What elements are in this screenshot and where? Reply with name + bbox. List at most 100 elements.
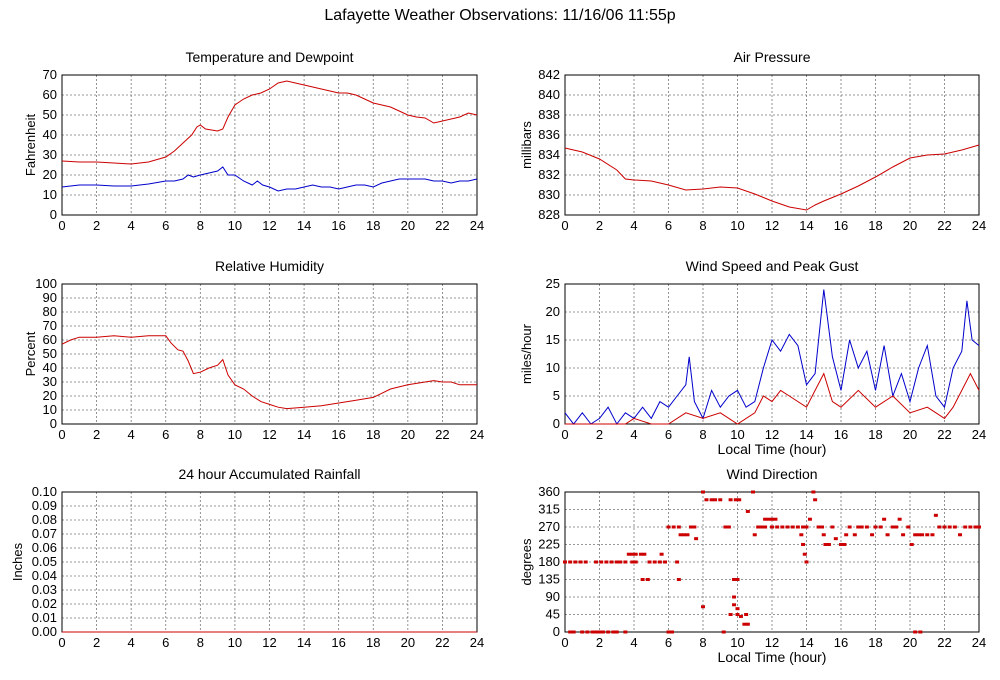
winddir-point	[852, 533, 857, 537]
winddir-x-tick-label: 8	[699, 635, 706, 650]
pressure-y-tick-label: 834	[538, 147, 560, 162]
temp-y-tick-label: 60	[43, 87, 57, 102]
winddir-point	[666, 525, 671, 529]
rain-y-tick-label: 0.04	[32, 568, 57, 583]
humidity-x-tick-label: 12	[262, 427, 276, 442]
winddir-point	[811, 490, 816, 494]
wind-x-tick-label: 2	[596, 427, 603, 442]
humidity-y-tick-label: 50	[43, 346, 57, 361]
wind-y-tick-label: 10	[546, 360, 560, 375]
page-title: Lafayette Weather Observations: 11/16/06…	[324, 7, 676, 24]
pressure-x-tick-label: 16	[834, 218, 848, 233]
winddir-point	[676, 525, 681, 529]
rain-y-tick-label: 0.02	[32, 596, 57, 611]
wind-plot-frame	[564, 283, 980, 425]
pressure-series-line-0	[564, 144, 980, 211]
winddir-point	[590, 630, 595, 634]
wind-series-line-1	[565, 372, 980, 425]
winddir-point	[833, 537, 838, 541]
pressure-x-tick-label: 2	[596, 218, 603, 233]
winddir-point	[563, 560, 567, 564]
winddir-point	[859, 525, 864, 529]
temp-x-tick-label: 20	[401, 218, 415, 233]
humidity-y-axis-label: Percent	[23, 331, 38, 376]
winddir-point	[913, 533, 918, 537]
humidity-x-tick-label: 10	[228, 427, 242, 442]
temp-y-axis-label: Fahrenheit	[23, 114, 38, 177]
rain-x-tick-label: 4	[128, 635, 135, 650]
humidity-y-tick-label: 20	[43, 388, 57, 403]
winddir-x-tick-label: 14	[799, 635, 813, 650]
winddir-point	[937, 525, 942, 529]
humidity-x-tick-label: 4	[128, 427, 135, 442]
winddir-point	[804, 525, 809, 529]
winddir-point	[802, 552, 807, 556]
humidity-x-tick-label: 14	[297, 427, 311, 442]
winddir-point	[759, 525, 764, 529]
rain-y-tick-label: 0.09	[32, 498, 57, 513]
winddir-point	[614, 630, 619, 634]
winddir-point	[614, 560, 619, 564]
winddir-point	[885, 533, 890, 537]
winddir-point	[952, 525, 957, 529]
winddir-point	[675, 560, 680, 564]
winddir-point	[594, 560, 599, 564]
rain-y-tick-label: 0.10	[32, 484, 57, 499]
winddir-point	[704, 498, 709, 502]
pressure-y-axis-label: millibars	[519, 121, 534, 169]
temp-y-tick-label: 70	[43, 67, 57, 82]
winddir-y-tick-label: 135	[538, 572, 560, 587]
winddir-point	[609, 560, 614, 564]
temp-x-tick-label: 16	[331, 218, 345, 233]
winddir-point	[913, 630, 918, 634]
winddir-point	[785, 525, 790, 529]
winddir-y-tick-label: 270	[538, 519, 560, 534]
rain-x-tick-label: 2	[93, 635, 100, 650]
pressure-x-tick-label: 22	[937, 218, 951, 233]
winddir-point	[933, 513, 938, 517]
winddir-point	[647, 560, 652, 564]
winddir-point	[692, 525, 697, 529]
rain-x-tick-label: 0	[58, 635, 65, 650]
winddir-point	[657, 560, 662, 564]
winddir-point	[882, 517, 887, 521]
winddir-point	[642, 552, 647, 556]
winddir-point	[775, 525, 780, 529]
humidity-y-tick-label: 80	[43, 304, 57, 319]
winddir-point	[742, 622, 747, 626]
temp-y-tick-label: 10	[43, 187, 57, 202]
pressure-x-tick-label: 24	[972, 218, 986, 233]
winddir-point	[897, 517, 902, 521]
wind-x-tick-label: 6	[665, 427, 672, 442]
humidity-y-tick-label: 100	[35, 276, 57, 291]
humidity-chart-title: Relative Humidity	[215, 258, 324, 274]
winddir-point	[864, 525, 869, 529]
winddir-point	[870, 533, 875, 537]
humidity-series-line-0	[61, 335, 477, 410]
rain-x-tick-label: 14	[297, 635, 311, 650]
winddir-point	[630, 552, 635, 556]
humidity-plot-frame	[61, 283, 478, 425]
humidity-y-tick-label: 40	[43, 360, 57, 375]
winddir-point	[842, 543, 847, 546]
winddir-x-tick-label: 24	[972, 635, 986, 650]
winddir-point	[600, 630, 605, 634]
winddir-point	[890, 525, 895, 529]
winddir-x-tick-label: 4	[630, 635, 637, 650]
pressure-x-tick-label: 10	[730, 218, 744, 233]
winddir-point	[738, 614, 743, 618]
wind-y-axis-label: miles/hour	[519, 323, 534, 384]
rain-y-tick-label: 0.07	[32, 526, 57, 541]
wind-y-tick-label: 0	[553, 416, 560, 431]
winddir-x-tick-label: 2	[596, 635, 603, 650]
temp-x-tick-label: 22	[435, 218, 449, 233]
winddir-point	[606, 630, 611, 634]
winddir-point	[773, 517, 778, 521]
winddir-point	[701, 605, 705, 609]
pressure-x-tick-label: 6	[665, 218, 672, 233]
temp-y-tick-label: 20	[43, 167, 57, 182]
winddir-point	[735, 578, 740, 581]
temp-chart-title: Temperature and Dewpoint	[185, 49, 353, 65]
wind-x-tick-label: 20	[903, 427, 917, 442]
winddir-chart-title: Wind Direction	[726, 466, 817, 482]
